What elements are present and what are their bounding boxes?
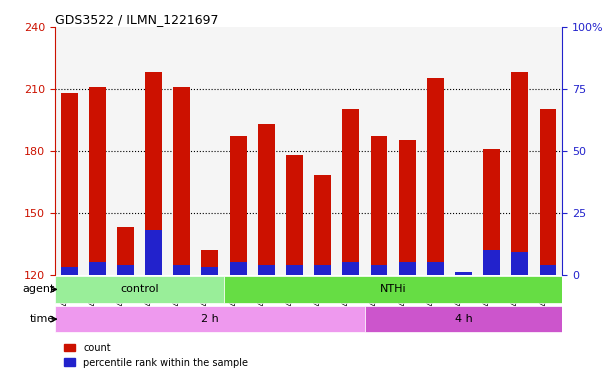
Bar: [455, 272, 472, 275]
Bar: [111, 27, 139, 275]
Bar: [286, 155, 303, 275]
Bar: [167, 27, 196, 275]
Bar: [314, 175, 331, 275]
Bar: [506, 27, 534, 275]
Bar: [280, 27, 309, 275]
Text: agent: agent: [23, 285, 55, 295]
Bar: [174, 265, 190, 275]
Bar: [224, 27, 252, 275]
Bar: [202, 250, 218, 275]
Bar: [421, 27, 450, 275]
Bar: [540, 265, 557, 275]
Text: 4 h: 4 h: [455, 314, 472, 324]
Bar: [427, 262, 444, 275]
Bar: [478, 27, 506, 275]
Bar: [399, 262, 415, 275]
Text: 2 h: 2 h: [201, 314, 219, 324]
Bar: [511, 72, 529, 275]
Bar: [196, 27, 224, 275]
Bar: [540, 109, 557, 275]
Text: NTHi: NTHi: [380, 285, 406, 295]
Bar: [393, 27, 421, 275]
Bar: [534, 27, 562, 275]
Bar: [370, 136, 387, 275]
Bar: [139, 27, 167, 275]
Bar: [483, 149, 500, 275]
Bar: [511, 252, 529, 275]
Bar: [483, 250, 500, 275]
Bar: [342, 109, 359, 275]
Text: GDS3522 / ILMN_1221697: GDS3522 / ILMN_1221697: [55, 13, 219, 26]
Bar: [230, 136, 247, 275]
Bar: [145, 72, 162, 275]
Bar: [89, 87, 106, 275]
Bar: [174, 87, 190, 275]
Bar: [370, 265, 387, 275]
Bar: [314, 265, 331, 275]
Bar: [455, 273, 472, 275]
Bar: [365, 27, 393, 275]
Legend: count, percentile rank within the sample: count, percentile rank within the sample: [60, 339, 252, 371]
Bar: [60, 267, 78, 275]
Bar: [145, 230, 162, 275]
Bar: [258, 265, 275, 275]
Text: control: control: [120, 285, 159, 295]
Bar: [252, 27, 280, 275]
Bar: [309, 27, 337, 275]
Bar: [342, 262, 359, 275]
Bar: [286, 265, 303, 275]
Bar: [60, 93, 78, 275]
Bar: [117, 265, 134, 275]
FancyBboxPatch shape: [55, 276, 224, 303]
Bar: [427, 78, 444, 275]
Bar: [202, 267, 218, 275]
Bar: [117, 227, 134, 275]
FancyBboxPatch shape: [55, 306, 365, 333]
Bar: [337, 27, 365, 275]
Bar: [450, 27, 478, 275]
FancyBboxPatch shape: [365, 306, 562, 333]
Bar: [258, 124, 275, 275]
Text: time: time: [30, 314, 55, 324]
Bar: [399, 141, 415, 275]
Bar: [55, 27, 83, 275]
Bar: [83, 27, 111, 275]
FancyBboxPatch shape: [224, 276, 562, 303]
Bar: [89, 262, 106, 275]
Bar: [230, 262, 247, 275]
